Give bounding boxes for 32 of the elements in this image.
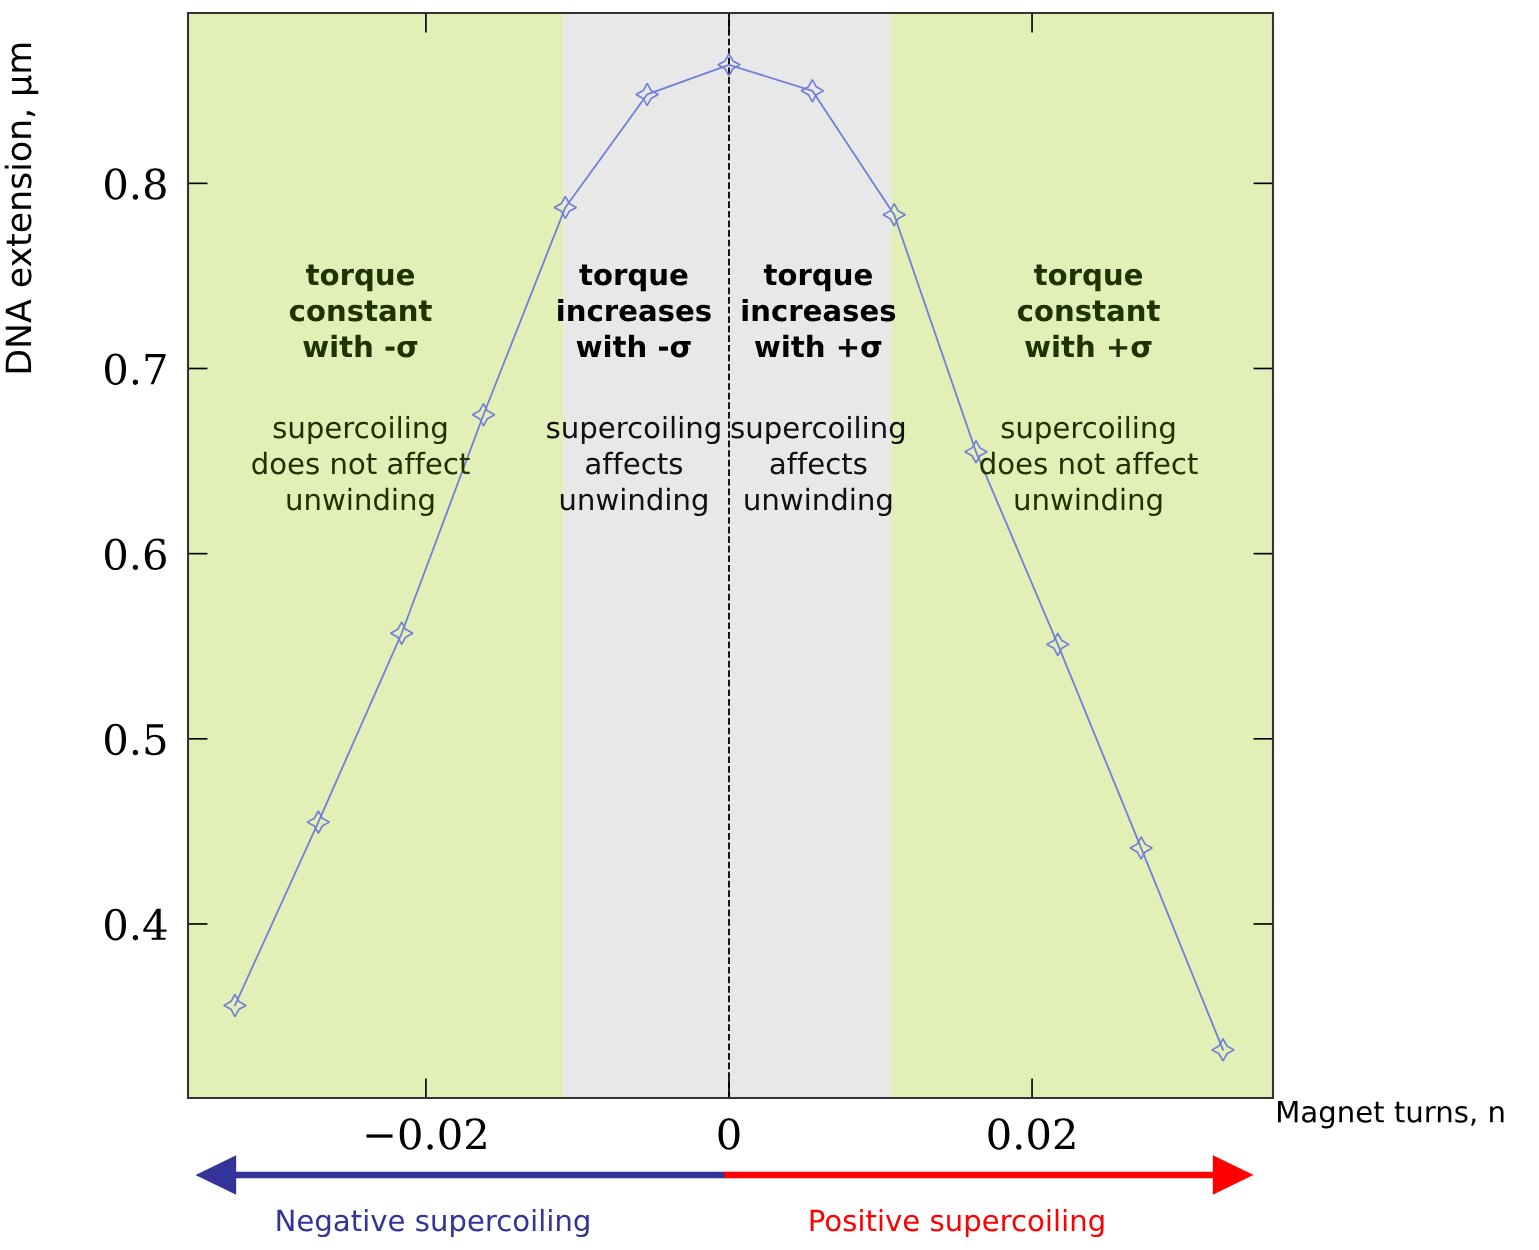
annotation: supercoiling affects unwinding [731, 415, 905, 517]
y-tick-label: 0.4 [105, 908, 167, 941]
point [882, 202, 907, 227]
y-tick-label: 0.7 [105, 353, 166, 385]
annotation: supercoiling does not affect unwinding [252, 415, 470, 517]
annotation: torque constant with +σ [1017, 264, 1160, 358]
point [223, 993, 247, 1018]
point [553, 195, 578, 220]
x-tick-label: −0.02 [366, 1118, 486, 1150]
annotation: torque increases with -σ [558, 264, 711, 358]
point [471, 402, 496, 427]
x-tick-label: 0.02 [988, 1118, 1075, 1150]
point [306, 810, 331, 835]
point [717, 52, 741, 77]
point [1211, 1037, 1235, 1062]
y-tick-label: 0.8 [105, 168, 166, 200]
y-tick-label: 0.6 [105, 538, 166, 571]
text: Positive supercoiling [810, 1208, 1104, 1238]
y-tick-label: 0.5 [105, 723, 166, 756]
y-axis-title: DNA extension, µm [4, 43, 39, 373]
point [1045, 632, 1070, 657]
point [389, 621, 414, 646]
point [1129, 836, 1154, 860]
annotation: torque increases with +σ [742, 264, 896, 358]
point [800, 78, 825, 103]
annotation: supercoiling does not affect unwinding [980, 415, 1198, 517]
x-axis-title: Magnet turns, n [1278, 1101, 1504, 1129]
annotation: torque constant with -σ [289, 264, 432, 358]
annotation: supercoiling affects unwinding [547, 415, 720, 517]
text: Negative supercoiling [277, 1208, 589, 1238]
point [635, 82, 660, 107]
x-tick-label: 0 [718, 1118, 740, 1150]
